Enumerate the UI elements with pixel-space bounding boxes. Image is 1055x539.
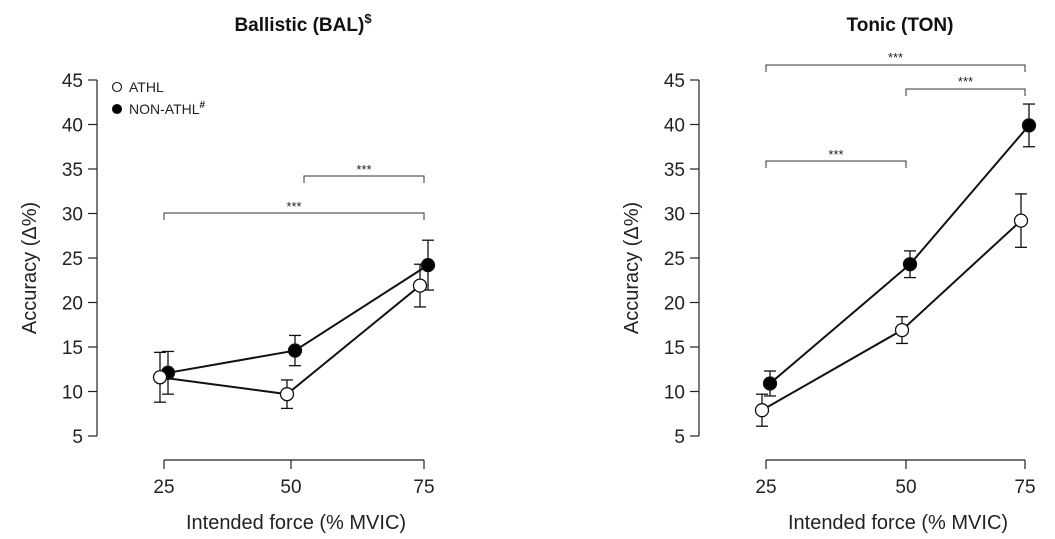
legend-marker-filled (111, 103, 123, 115)
data-point-athl (894, 322, 910, 338)
data-point-athl (754, 403, 770, 418)
legend-superscript: # (200, 100, 206, 111)
significance-bracket (303, 175, 425, 183)
x-tick-label: 25 (755, 477, 776, 498)
significance-label: *** (888, 50, 903, 65)
significance-bracket (765, 160, 907, 168)
y-tick-label: 25 (664, 249, 685, 270)
y-axis-label: Accuracy (Δ%) (621, 202, 643, 334)
y-tick-label: 40 (62, 116, 83, 137)
y-tick-label: 20 (62, 294, 83, 315)
y-tick-label: 20 (664, 294, 685, 315)
y-tick-label: 10 (62, 383, 83, 404)
x-tick-label: 75 (413, 477, 434, 498)
y-tick-label: 10 (664, 383, 685, 404)
y-tick-label: 45 (62, 71, 83, 92)
x-tick-label: 50 (895, 477, 916, 498)
significance-label: *** (286, 199, 301, 214)
legend-marker-open (111, 81, 123, 93)
y-tick-label: 30 (664, 205, 685, 226)
y-tick-label: 5 (674, 427, 685, 448)
significance-bracket (905, 88, 1026, 96)
data-point-athl (412, 278, 428, 293)
data-point-non-athl (287, 343, 303, 358)
panel-tonic: Tonic (TON) 5 10 15 20 25 30 35 40 45 Accuracy (Δ%… (621, 15, 1037, 534)
panel-ballistic: Ballistic (BAL)$ 5 10 15 20 25 30 35 40 45 Accurac… (19, 11, 436, 534)
data-point-non-athl (762, 376, 778, 391)
legend-label: NON-ATHL# (129, 100, 206, 117)
y-tick-label: 45 (664, 71, 685, 92)
x-axis-label: Intended force (% MVIC) (186, 512, 406, 534)
chart-title: Ballistic (BAL)$ (234, 11, 372, 36)
legend: ATHL NON-ATHL# (111, 79, 206, 117)
y-axis-label: Accuracy (Δ%) (19, 202, 41, 334)
y-tick-label: 30 (62, 205, 83, 226)
legend-label: ATHL (129, 79, 164, 95)
y-tick-label: 15 (664, 338, 685, 359)
significance-label: *** (356, 162, 371, 177)
series-line-athl (159, 284, 421, 396)
series-line-athl (761, 219, 1022, 412)
significance-label: *** (828, 147, 843, 162)
significance-bracket (765, 64, 1026, 72)
data-point-athl (279, 387, 295, 402)
data-point-athl (1013, 213, 1029, 228)
chart-title: Tonic (TON) (847, 15, 954, 36)
data-point-non-athl (902, 257, 918, 272)
y-tick-label: 35 (664, 160, 685, 181)
x-tick-label: 25 (153, 477, 174, 498)
y-tick-label: 40 (664, 116, 685, 137)
data-point-non-athl (1021, 118, 1037, 133)
x-axis-label: Intended force (% MVIC) (788, 512, 1008, 534)
data-point-athl (152, 370, 168, 385)
data-point-non-athl (420, 257, 436, 273)
significance-label: *** (958, 74, 973, 89)
series-line-non-athl (769, 124, 1030, 385)
significance-bracket (163, 212, 425, 220)
x-tick-label: 50 (280, 477, 301, 498)
y-tick-label: 35 (62, 160, 83, 181)
y-tick-label: 5 (72, 427, 83, 448)
x-tick-label: 75 (1014, 477, 1035, 498)
y-tick-label: 25 (62, 249, 83, 270)
title-superscript: $ (364, 11, 372, 26)
y-tick-label: 15 (62, 338, 83, 359)
